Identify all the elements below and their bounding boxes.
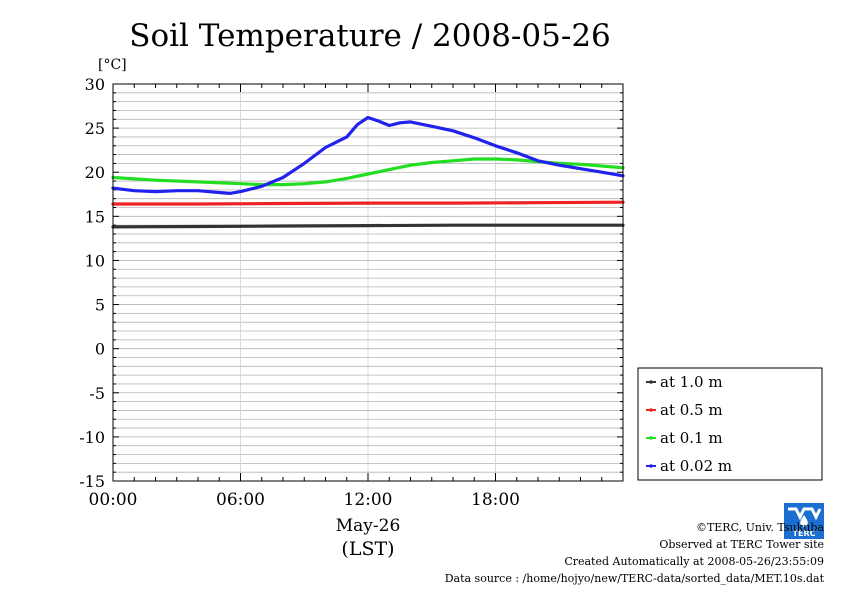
legend-marker xyxy=(649,408,653,412)
series-line-4 xyxy=(111,115,625,195)
y-tick-label: 30 xyxy=(85,75,105,94)
y-tick-label: -10 xyxy=(79,428,105,447)
y-axis-unit-label: [°C] xyxy=(98,57,127,73)
legend-marker xyxy=(649,380,653,384)
footer-copyright: ©TERC, Univ. Tsukuba xyxy=(695,521,824,534)
y-tick-label: -15 xyxy=(79,472,105,491)
y-tick-label: -5 xyxy=(89,384,105,403)
y-tick-label: 20 xyxy=(85,163,105,182)
series-line-2 xyxy=(111,200,625,206)
x-tick-label: 18:00 xyxy=(471,490,520,510)
legend-label: at 0.1 m xyxy=(660,429,723,447)
y-tick-label: 5 xyxy=(95,296,105,315)
footer-data-source: Data source : /home/hojyo/new/TERC-data/… xyxy=(444,572,824,585)
terc-logo-icon: TERC xyxy=(784,503,824,539)
grid-lines xyxy=(112,83,623,482)
legend-label: at 0.02 m xyxy=(660,457,732,475)
series-line-1 xyxy=(111,223,625,229)
x-tick-label: 12:00 xyxy=(344,490,393,510)
legend-marker xyxy=(649,464,653,468)
footer-observed: Observed at TERC Tower site xyxy=(659,538,824,551)
plot-area-frame xyxy=(112,83,624,482)
series-lines xyxy=(111,115,625,229)
x-axis-unit-label: (LST) xyxy=(341,538,394,560)
legend-box xyxy=(637,367,823,481)
legend: at 1.0 m at 0.5 m at 0.1 m at 0.02 m xyxy=(637,367,823,481)
footer-created: Created Automatically at 2008-05-26/23:5… xyxy=(564,555,824,568)
y-tick-label: 10 xyxy=(85,251,105,270)
x-tick-label: 06:00 xyxy=(216,490,265,510)
x-axis-date-label: May-26 xyxy=(336,516,401,536)
legend-marker xyxy=(649,436,653,440)
logo-text: TERC xyxy=(793,529,816,538)
logo-drop xyxy=(800,515,808,527)
y-tick-label: 25 xyxy=(85,119,105,138)
logo-waves xyxy=(788,507,822,521)
chart-title: Soil Temperature / 2008-05-26 xyxy=(129,18,611,54)
y-tick-label: 15 xyxy=(85,207,105,226)
y-tick-label: 0 xyxy=(95,340,105,359)
legend-label: at 1.0 m xyxy=(660,373,723,391)
x-tick-label: 00:00 xyxy=(89,490,138,510)
legend-label: at 0.5 m xyxy=(660,401,723,419)
